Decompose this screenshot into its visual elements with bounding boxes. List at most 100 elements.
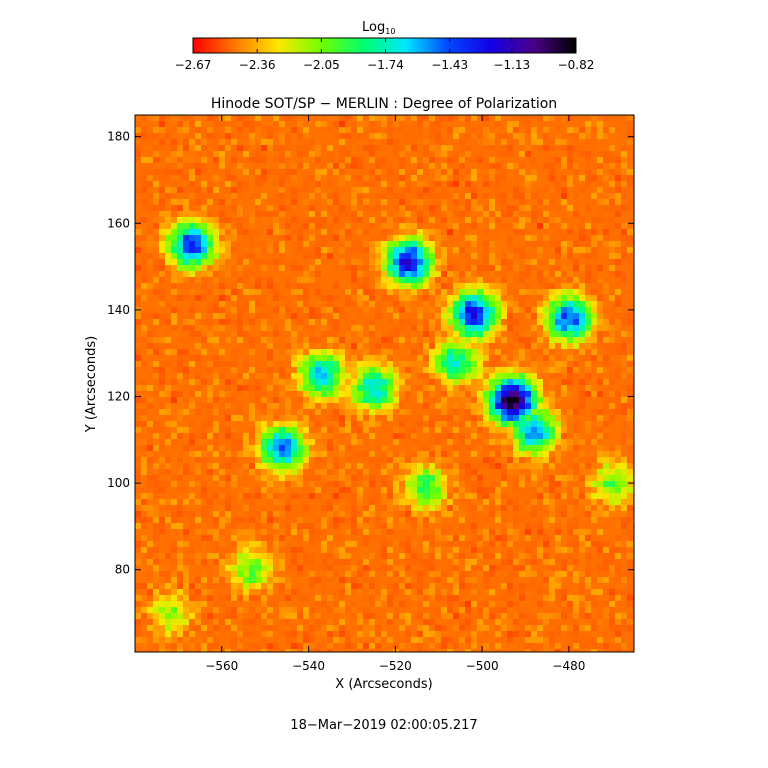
heatmap-cell (501, 415, 507, 421)
heatmap-cell (207, 451, 213, 457)
heatmap-cell (339, 229, 345, 235)
heatmap-cell (615, 373, 621, 379)
heatmap-cell (549, 421, 555, 427)
heatmap-cell (357, 193, 363, 199)
heatmap-cell (339, 301, 345, 307)
heatmap-cell (381, 235, 387, 241)
heatmap-cell (453, 295, 459, 301)
heatmap-cell (471, 127, 477, 133)
heatmap-cell (225, 169, 231, 175)
heatmap-cell (195, 457, 201, 463)
heatmap-cell (243, 427, 249, 433)
heatmap-cell (201, 283, 207, 289)
heatmap-cell (585, 427, 591, 433)
heatmap-cell (399, 223, 405, 229)
heatmap-cell (525, 289, 531, 295)
heatmap-cell (213, 235, 219, 241)
heatmap-cell (309, 175, 315, 181)
heatmap-cell (465, 355, 471, 361)
heatmap-cell (435, 385, 441, 391)
heatmap-cell (291, 223, 297, 229)
heatmap-cell (381, 265, 387, 271)
heatmap-cell (303, 205, 309, 211)
heatmap-cell (141, 457, 147, 463)
heatmap-cell (255, 403, 261, 409)
heatmap-cell (411, 277, 417, 283)
heatmap-cell (621, 277, 627, 283)
heatmap-cell (183, 331, 189, 337)
heatmap-cell (171, 235, 177, 241)
heatmap-cell (357, 325, 363, 331)
heatmap-cell (351, 241, 357, 247)
heatmap-cell (357, 439, 363, 445)
heatmap-cell (369, 463, 375, 469)
heatmap-cell (615, 151, 621, 157)
heatmap-cell (555, 307, 561, 313)
heatmap-cell (477, 259, 483, 265)
heatmap-cell (429, 253, 435, 259)
heatmap-cell (399, 121, 405, 127)
heatmap-cell (279, 139, 285, 145)
heatmap-cell (471, 433, 477, 439)
heatmap-cell (429, 223, 435, 229)
heatmap-cell (327, 265, 333, 271)
heatmap-cell (591, 295, 597, 301)
heatmap-cell (537, 175, 543, 181)
heatmap-cell (381, 349, 387, 355)
heatmap-cell (429, 265, 435, 271)
heatmap-cell (177, 421, 183, 427)
heatmap-cell (369, 187, 375, 193)
heatmap-cell (297, 373, 303, 379)
heatmap-cell (519, 283, 525, 289)
heatmap-cell (447, 241, 453, 247)
heatmap-cell (195, 271, 201, 277)
heatmap-cell (627, 235, 633, 241)
heatmap-cell (531, 331, 537, 337)
heatmap-cell (549, 445, 555, 451)
heatmap-cell (465, 241, 471, 247)
heatmap-cell (399, 457, 405, 463)
heatmap-cell (405, 253, 411, 259)
heatmap-cell (363, 241, 369, 247)
heatmap-cell (249, 433, 255, 439)
heatmap-cell (411, 151, 417, 157)
heatmap-cell (207, 265, 213, 271)
heatmap-cell (399, 139, 405, 145)
heatmap-cell (159, 295, 165, 301)
heatmap-cell (549, 451, 555, 457)
heatmap-cell (231, 163, 237, 169)
heatmap-cell (477, 175, 483, 181)
heatmap-cell (579, 145, 585, 151)
heatmap-cell (183, 469, 189, 475)
heatmap-cell (453, 235, 459, 241)
heatmap-cell (189, 373, 195, 379)
heatmap-cell (513, 241, 519, 247)
heatmap-cell (447, 289, 453, 295)
heatmap-cell (465, 397, 471, 403)
heatmap-cell (459, 313, 465, 319)
heatmap-cell (435, 457, 441, 463)
heatmap-cell (399, 301, 405, 307)
heatmap-cell (303, 121, 309, 127)
heatmap-cell (369, 271, 375, 277)
heatmap-cell (177, 193, 183, 199)
heatmap-cell (543, 457, 549, 463)
heatmap-cell (555, 325, 561, 331)
heatmap-cell (207, 355, 213, 361)
heatmap-cell (531, 193, 537, 199)
heatmap-cell (231, 289, 237, 295)
heatmap-cell (135, 211, 141, 217)
heatmap-cell (585, 193, 591, 199)
heatmap-cell (285, 163, 291, 169)
heatmap-cell (225, 229, 231, 235)
heatmap-cell (135, 391, 141, 397)
heatmap-cell (609, 349, 615, 355)
heatmap-cell (171, 403, 177, 409)
heatmap-cell (459, 379, 465, 385)
heatmap-cell (489, 463, 495, 469)
heatmap-cell (543, 403, 549, 409)
heatmap-cell (237, 253, 243, 259)
heatmap-cell (489, 163, 495, 169)
heatmap-cell (297, 379, 303, 385)
heatmap-cell (369, 175, 375, 181)
